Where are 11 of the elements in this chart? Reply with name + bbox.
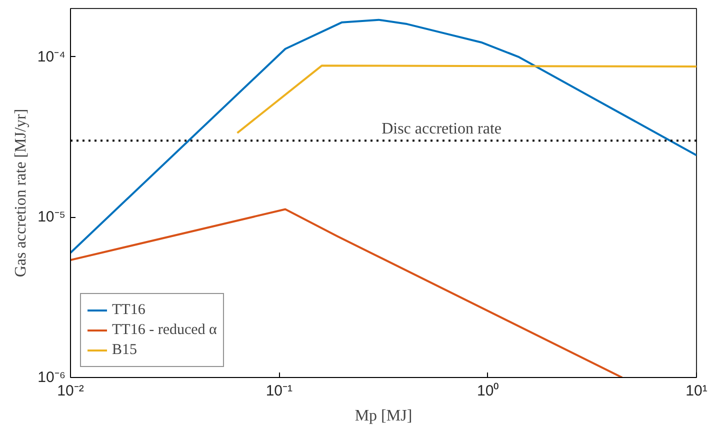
x-tick-label: 10⁻¹	[266, 382, 293, 400]
x-tick-label: 10⁰	[476, 382, 499, 400]
y-tick-label: 10⁻⁵	[38, 208, 66, 226]
legend-label: B15	[112, 340, 138, 360]
x-tick-label: 10¹	[686, 382, 708, 400]
y-axis-title: Gas accretion rate [MJ/yr]	[12, 108, 30, 278]
y-tick-label: 10⁻⁴	[37, 48, 66, 66]
x-axis-title: Mp [MJ]	[354, 408, 412, 424]
legend-label: TT16	[112, 300, 146, 320]
legend-label: TT16 - reduced α	[112, 320, 217, 340]
ref-line-label: Disc accretion rate	[382, 120, 502, 138]
